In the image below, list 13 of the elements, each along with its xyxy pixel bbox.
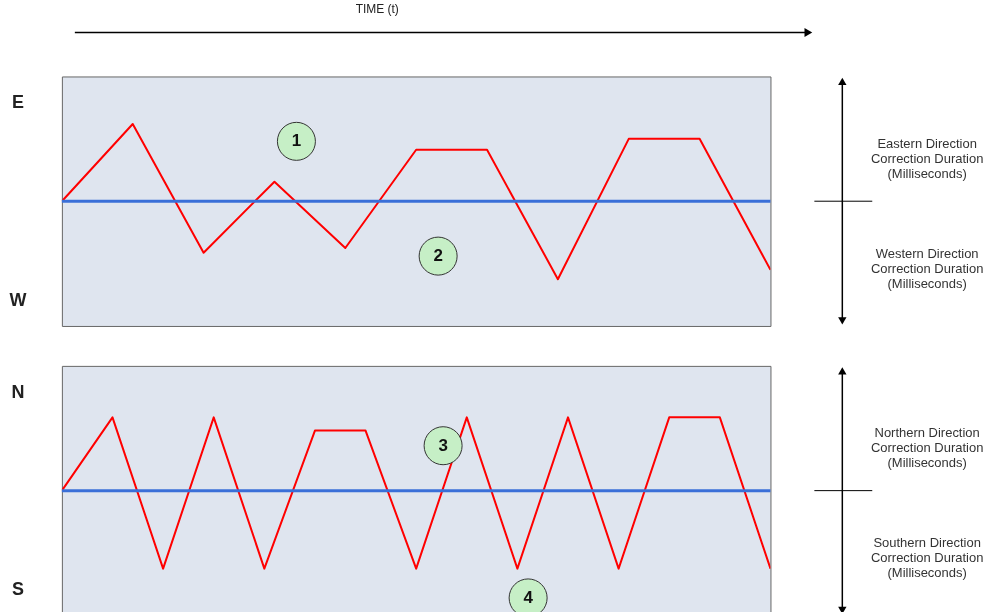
x-axis-title: TIME (t) [355, 1, 399, 16]
text: E [11, 92, 24, 113]
text: W [9, 290, 27, 311]
annotation: 1 [291, 131, 302, 151]
annotation: 3 [438, 435, 448, 455]
text: Western Direction Correction Duration (Milliseconds) [870, 245, 984, 291]
text: Northern Direction Correction Duration (Milliseconds) [870, 425, 984, 471]
annotation: 2 [433, 246, 443, 266]
text: Eastern Direction Correction Duration (Milliseconds) [870, 135, 984, 181]
text: S [11, 579, 24, 600]
text: Southern Direction Correction Duration (Milliseconds) [870, 535, 984, 580]
text: N [11, 381, 25, 402]
text: 4 [523, 587, 534, 607]
